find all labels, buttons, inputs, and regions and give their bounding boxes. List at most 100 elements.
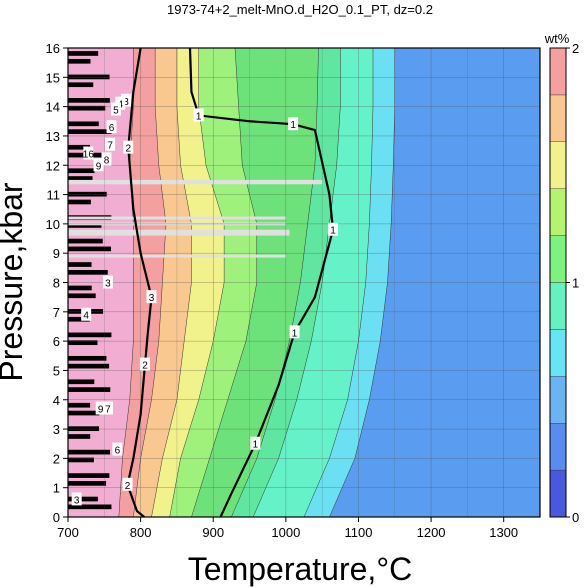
low-temp-stripe-29 <box>68 285 92 291</box>
y-tick-label-9: 9 <box>53 246 60 261</box>
low-temp-stripe-51 <box>68 113 91 119</box>
low-temp-stripe-57 <box>68 66 106 72</box>
low-temp-stripe-18 <box>68 371 93 377</box>
colorbar-swatch-3 <box>549 329 567 377</box>
contour-label-bg-20 <box>112 442 123 456</box>
low-temp-stripe-41 <box>68 191 107 197</box>
contour-label-5: 2 <box>125 144 131 155</box>
low-temp-stripe-12 <box>68 418 112 424</box>
low-temp-stripe-50 <box>68 121 99 127</box>
contour-label-19: 3 <box>74 495 80 506</box>
low-temp-stripe-20 <box>68 355 107 361</box>
low-temp-stripe-28 <box>68 293 96 299</box>
low-temp-stripe-13 <box>68 410 100 416</box>
low-temp-stripe-37 <box>68 223 102 228</box>
low-temp-stripe-42 <box>68 184 109 189</box>
y-tick-label-11: 11 <box>47 188 61 203</box>
y-tick-label-3: 3 <box>53 422 60 437</box>
low-temp-stripe-15 <box>68 395 105 400</box>
contour-label-4: 1 <box>253 440 259 451</box>
contour-label-bg-13 <box>105 137 116 151</box>
colorbar-swatch-0 <box>549 469 567 518</box>
colorbar-swatch-7 <box>549 141 567 189</box>
low-temp-stripe-56 <box>68 74 110 80</box>
contour-label-bg-3 <box>289 325 300 339</box>
colorbar-tick-label-2: 2 <box>572 41 579 56</box>
y-tick-label-5: 5 <box>53 363 60 378</box>
low-temp-stripe-21 <box>68 348 91 353</box>
colorbar-tick-label-1: 1 <box>572 276 579 291</box>
low-temp-stripe-9 <box>68 441 105 447</box>
contour-label-22: 7 <box>105 405 111 416</box>
contour-label-bg-8 <box>146 290 157 304</box>
contour-label-bg-15 <box>93 158 104 172</box>
contour-label-11: 5 <box>113 106 119 117</box>
x-axis-label: Temperature,°C <box>188 551 412 587</box>
contour-line-1wt <box>188 47 335 518</box>
low-temp-stripe-40 <box>68 199 91 205</box>
low-temp-stripe-11 <box>68 426 100 432</box>
x-tick-label-3: 1000 <box>271 525 300 540</box>
low-temp-stripe-39 <box>68 207 98 213</box>
low-temp-stripe-8 <box>68 449 111 455</box>
missing-data-band-3 <box>68 229 290 236</box>
low-temp-stripe-25 <box>68 316 90 322</box>
contour-label-bg-0 <box>193 108 204 122</box>
contour-label-bg-21 <box>95 401 106 415</box>
colorbar-swatch-2 <box>549 376 567 424</box>
y-tick-label-14: 14 <box>46 100 60 115</box>
low-temp-stripe-49 <box>68 129 112 134</box>
x-tick-label-2: 900 <box>202 525 224 540</box>
contour-label-bg-7 <box>122 477 133 491</box>
low-temp-stripe-1 <box>68 504 112 510</box>
low-temp-stripe-17 <box>68 379 95 385</box>
low-temp-stripe-10 <box>68 434 91 439</box>
contour-label-13: 7 <box>107 141 113 152</box>
y-tick-label-7: 7 <box>53 305 60 320</box>
contour-label-8: 3 <box>149 293 155 304</box>
low-temp-stripe-0 <box>68 512 101 517</box>
low-temp-stripe-34 <box>68 246 112 252</box>
low-temp-stripe-52 <box>68 105 106 111</box>
colorbar-swatch-4 <box>549 282 567 330</box>
colorbar: 0 1 2 <box>549 41 579 525</box>
low-temp-stripe-54 <box>68 90 94 95</box>
contour-label-bg-14 <box>101 152 112 166</box>
y-tick-label-13: 13 <box>46 129 60 144</box>
contour-label-bg-1 <box>288 117 299 131</box>
colorbar-swatch-6 <box>549 188 567 236</box>
missing-data-band-0 <box>68 179 323 185</box>
contour-label-bg-6 <box>139 357 150 371</box>
contour-label-18: 4 <box>83 311 89 322</box>
y-tick-label-2: 2 <box>53 451 60 466</box>
low-temp-stripe-55 <box>68 82 94 88</box>
low-temp-stripe-48 <box>68 137 100 142</box>
low-temp-stripe-5 <box>68 473 110 478</box>
y-tick-label-12: 12 <box>46 158 60 173</box>
contour-label-7: 2 <box>125 481 131 492</box>
low-temp-stripe-32 <box>68 262 92 267</box>
low-temp-stripe-22 <box>68 340 98 346</box>
contour-label-2: 1 <box>330 226 336 237</box>
x-tick-label-1: 800 <box>130 525 152 540</box>
x-tick-label-5: 1200 <box>417 525 446 540</box>
contour-label-bg-2 <box>328 222 339 236</box>
low-temp-stripe-47 <box>68 144 91 150</box>
low-temp-stripe-58 <box>68 58 91 64</box>
low-temp-stripe-2 <box>68 496 98 502</box>
y-tick-label-0: 0 <box>53 510 60 525</box>
chart-title: 1973-74+2_melt-MnO.d_H2O_0.1_PT, dz=0.2 <box>167 2 433 17</box>
contour-label-20: 6 <box>115 446 121 457</box>
contour-label-6: 2 <box>142 361 148 372</box>
contour-label-21: 9 <box>98 405 104 416</box>
contour-label-1: 1 <box>290 120 296 131</box>
y-axis-label: Pressure,kbar <box>0 182 29 382</box>
x-tick-label-6: 1300 <box>489 525 518 540</box>
low-temp-stripe-3 <box>68 488 91 494</box>
low-temp-stripe-27 <box>68 301 111 306</box>
colorbar-swatch-9 <box>549 47 567 96</box>
low-temp-stripe-44 <box>68 168 95 174</box>
y-tick-label-16: 16 <box>46 41 60 56</box>
low-temp-stripe-23 <box>68 332 112 338</box>
low-temp-stripe-14 <box>68 402 91 408</box>
